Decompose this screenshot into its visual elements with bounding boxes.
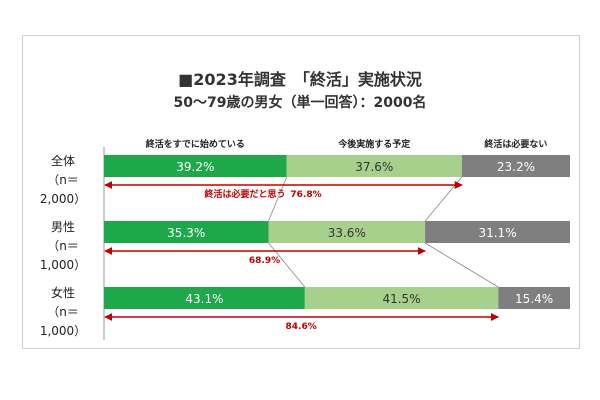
connector-line — [424, 242, 499, 288]
bar-segment — [104, 155, 287, 177]
row-name: 全体 — [50, 154, 75, 168]
row-label-female: 女性 （n＝1,000） — [28, 284, 98, 341]
bar-segment — [268, 221, 426, 243]
bar-value-label: 37.6% — [355, 160, 393, 174]
bar-segment — [286, 155, 462, 177]
bar-value-label: 23.2% — [497, 160, 535, 174]
row-name: 男性 — [50, 220, 75, 234]
bar-value-label: 31.1% — [478, 226, 516, 240]
bar-value-label: 33.6% — [328, 226, 366, 240]
bar-value-label: 41.5% — [382, 292, 420, 306]
total-label: 76.8% — [290, 190, 321, 200]
row-sample-size: （n＝1,000） — [39, 305, 87, 338]
annotation-label: 終活は必要だと思う — [204, 188, 285, 200]
legend-label: 終活をすでに始めている — [146, 138, 245, 150]
legend-label: 終活は必要ない — [484, 138, 547, 150]
chart-subtitle: 50～79歳の男女（単一回答）：2000名 — [173, 95, 427, 111]
connector-line — [424, 176, 463, 222]
bar-segment — [104, 221, 269, 243]
bar-segment — [104, 287, 305, 309]
bar-value-label: 39.2% — [176, 160, 214, 174]
chart-title: ■2023年調査 「終活」実施状況 — [178, 70, 422, 89]
total-label: 84.6% — [286, 322, 317, 332]
row-sample-size: （n＝2,000） — [39, 173, 87, 206]
bar-segment — [498, 287, 570, 309]
bar-segment — [461, 155, 570, 177]
row-name: 女性 — [50, 286, 75, 300]
row-label-male: 男性 （n＝1,000） — [28, 218, 98, 275]
bar-value-label: 35.3% — [167, 226, 205, 240]
bar-segment — [425, 221, 570, 243]
legend-label: 今後実施する予定 — [337, 138, 411, 150]
bar-value-label: 15.4% — [515, 292, 553, 306]
total-label: 68.9% — [249, 256, 280, 266]
row-label-all: 全体 （n＝2,000） — [28, 152, 98, 209]
row-sample-size: （n＝1,000） — [39, 239, 87, 272]
bar-value-label: 43.1% — [185, 292, 223, 306]
bar-segment — [304, 287, 499, 309]
